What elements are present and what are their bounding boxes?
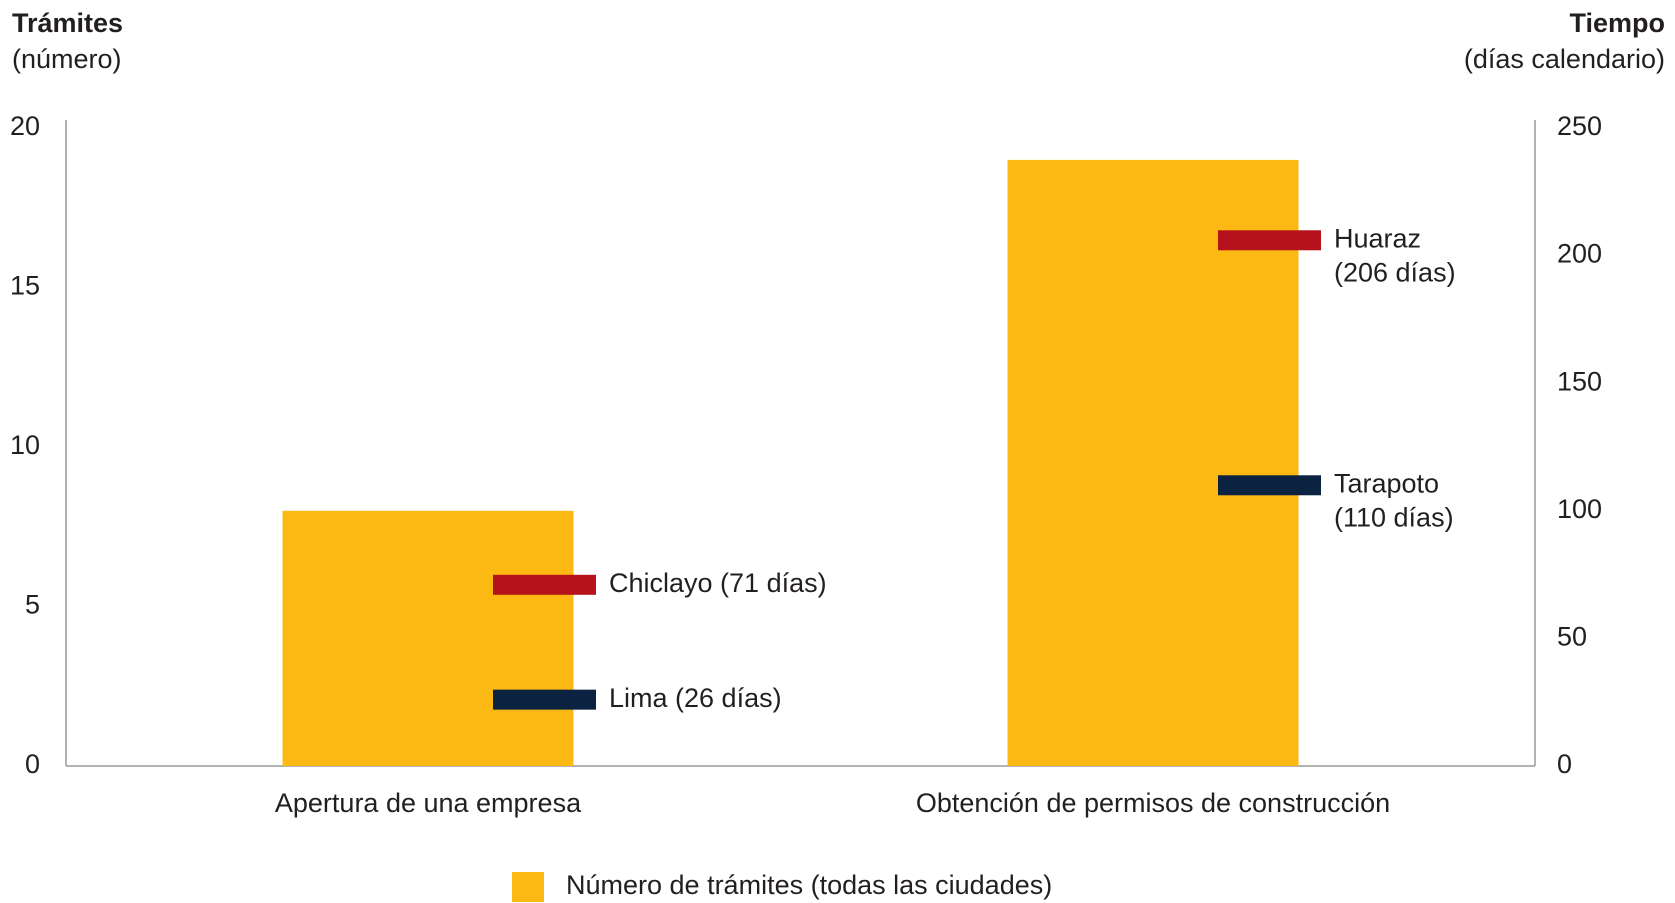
- y-tick-label: 15: [10, 271, 40, 301]
- marker: [1218, 475, 1321, 496]
- data-label: (206 días): [1334, 257, 1456, 287]
- y-axis-title: (número): [12, 44, 122, 74]
- bar: [1007, 159, 1299, 766]
- y2-axis-title: Tiempo: [1569, 8, 1665, 38]
- legend-label: Número de trámites (todas las ciudades): [566, 870, 1052, 900]
- y-axis-title: Trámites: [12, 8, 123, 38]
- y2-tick-label: 150: [1557, 366, 1602, 396]
- bar: [282, 510, 574, 766]
- data-label: Tarapoto: [1334, 468, 1439, 498]
- y2-axis-title: (días calendario): [1464, 44, 1665, 74]
- y2-tick-label: 250: [1557, 111, 1602, 141]
- y2-tick-label: 0: [1557, 749, 1572, 779]
- y-tick-label: 10: [10, 430, 40, 460]
- y2-tick-label: 50: [1557, 622, 1587, 652]
- data-label: (110 días): [1334, 502, 1454, 532]
- marker: [493, 574, 596, 595]
- y-tick-label: 20: [10, 111, 40, 141]
- y2-tick-label: 200: [1557, 239, 1602, 269]
- x-tick-label: Obtención de permisos de construcción: [916, 788, 1390, 818]
- marker: [493, 689, 596, 710]
- y-tick-label: 5: [25, 590, 40, 620]
- legend-swatch: [512, 872, 544, 902]
- data-label: Chiclayo (71 días): [609, 568, 827, 598]
- marker: [1218, 230, 1321, 251]
- x-tick-label: Apertura de una empresa: [275, 788, 582, 818]
- y2-tick-label: 100: [1557, 494, 1602, 524]
- data-label: Huaraz: [1334, 223, 1421, 253]
- data-label: Lima (26 días): [609, 683, 782, 713]
- y-tick-label: 0: [25, 749, 40, 779]
